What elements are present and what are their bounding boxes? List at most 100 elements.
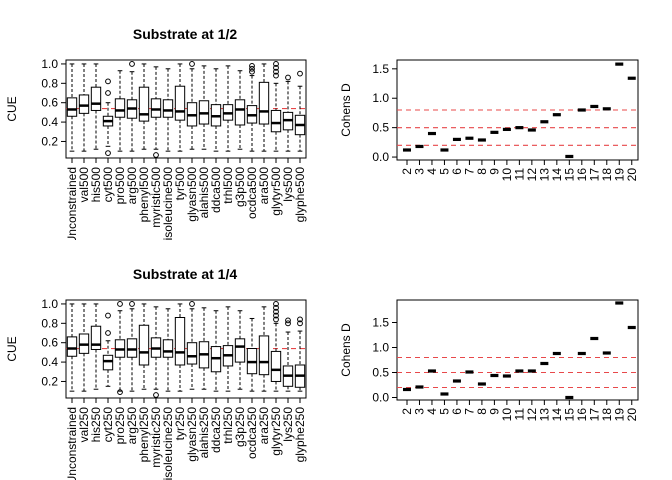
x-tick-label: 5 [437, 408, 451, 415]
x-tick-label: 3 [412, 168, 426, 175]
data-point [477, 138, 486, 142]
outlier-point [105, 78, 111, 85]
box-body [174, 85, 186, 121]
box-pro250 [114, 301, 126, 396]
x-tick-label: 5 [437, 168, 451, 175]
box-trhl500 [222, 65, 234, 152]
x-tick-label: 12 [525, 408, 539, 422]
box-trhl250 [222, 306, 234, 392]
outlier-point [105, 90, 111, 96]
box-alahis250 [198, 307, 210, 390]
outlier-point [117, 389, 123, 396]
x-tick-label: 2 [400, 168, 414, 175]
x-category-label: his500 [89, 167, 103, 203]
data-point [590, 104, 599, 109]
x-category-label: ddca250 [209, 407, 223, 453]
x-tick-label: 8 [475, 408, 489, 415]
x-category-label: tyr500 [173, 167, 187, 201]
x-tick-label: 16 [575, 168, 589, 182]
x-category-label: pro500 [113, 167, 127, 205]
outlier-point [297, 316, 303, 323]
box-tyr500 [174, 63, 186, 152]
x-tick-label: 6 [450, 168, 464, 175]
box-pro500 [114, 70, 126, 152]
x-tick-label: 7 [462, 168, 476, 175]
x-category-label: g3p250 [233, 407, 247, 447]
box-body [138, 324, 150, 366]
box-body [270, 350, 282, 382]
outlier-point [297, 320, 303, 327]
data-point [502, 374, 511, 378]
outlier-point [273, 68, 279, 75]
box-body [270, 109, 282, 133]
outlier-point [285, 317, 291, 324]
data-point [540, 361, 549, 366]
y-tick-label: 1.0 [372, 341, 389, 355]
data-point [402, 387, 411, 392]
box-tyr250 [174, 303, 186, 392]
y-tick-label: 1.5 [372, 62, 389, 76]
data-point [465, 136, 474, 140]
cue-boxplot-quarter: Substrate at 1/4 0.2 0.4 0.6 0.8 1.0 CUE Uncon… [5, 266, 307, 480]
x-category-label: Unconstrained [65, 407, 79, 480]
outlier-point [273, 301, 279, 307]
x-category-label: trhl250 [221, 407, 235, 444]
x-category-label: pro250 [113, 407, 127, 445]
box-body [90, 86, 102, 111]
x-tick-label: 11 [512, 408, 526, 421]
outlier-point [153, 152, 159, 158]
y-tick-label: 0.2 [41, 134, 58, 148]
outlier-point [285, 74, 291, 81]
x-category-label: glyphe500 [293, 167, 307, 223]
y-axis-label: CUE [5, 96, 19, 121]
x-tick-label: 19 [612, 168, 626, 182]
box-ara500 [258, 63, 270, 152]
plot-frame [396, 299, 639, 401]
outlier-point [189, 61, 195, 67]
box-body [186, 342, 198, 365]
chart-title: Substrate at 1/4 [133, 266, 237, 282]
x-tick-label: 13 [537, 408, 551, 422]
y-tick-label: 1.0 [372, 91, 389, 105]
outlier-point [105, 330, 111, 336]
box-lys500 [282, 74, 294, 152]
box-cyt500 [102, 78, 114, 156]
x-category-label: lys500 [281, 167, 295, 202]
outlier-point [297, 70, 303, 77]
x-category-label: phenyl250 [137, 407, 151, 463]
x-tick-label: 9 [487, 168, 501, 175]
data-point [415, 144, 424, 149]
y-tick-label: 0.5 [372, 121, 389, 135]
y-tick-label: 0.2 [41, 374, 58, 388]
box-isoleucine500 [162, 68, 174, 152]
x-tick-label: 3 [412, 408, 426, 415]
data-point [540, 120, 549, 124]
y-tick-label: 0.6 [41, 96, 58, 110]
x-category-label: trhl500 [221, 167, 235, 204]
x-category-label: glyasn250 [185, 407, 199, 462]
plot-area: 0.2 0.4 0.6 0.8 1.0 CUE Unconstrainedval250his… [5, 297, 307, 480]
x-category-label: tyr250 [173, 407, 187, 441]
y-tick-label: 1.0 [41, 297, 58, 311]
y-axis-label: Cohens D [339, 83, 353, 137]
box-glyasn250 [186, 301, 198, 390]
x-category-label: glyphe250 [293, 407, 307, 463]
x-tick-label: 11 [512, 168, 526, 181]
box-body [258, 81, 270, 125]
box-val250 [78, 303, 90, 392]
box-phenyl250 [138, 303, 150, 390]
x-tick-label: 14 [550, 168, 564, 182]
box-val500 [78, 63, 90, 152]
y-tick-label: 0.4 [41, 355, 58, 369]
box-phenyl500 [138, 63, 150, 150]
box-his500 [90, 63, 102, 150]
outlier-point [273, 304, 279, 311]
x-category-label: g3p500 [233, 167, 247, 207]
data-point [515, 369, 524, 373]
data-point [627, 325, 636, 330]
x-tick-label: 4 [425, 408, 439, 415]
x-category-label: glytyr500 [269, 167, 283, 216]
y-axis-label: CUE [5, 336, 19, 361]
box-isoleucine250 [162, 308, 174, 392]
box-ocdca250 [246, 317, 258, 392]
